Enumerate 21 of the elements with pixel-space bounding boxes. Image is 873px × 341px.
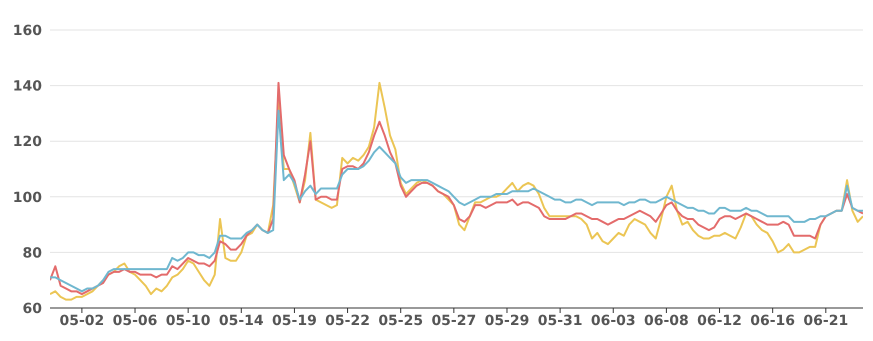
x-tick-label: 05-19	[272, 312, 317, 329]
y-tick-label: 140	[12, 78, 42, 95]
y-tick-label: 60	[22, 300, 42, 317]
x-tick-label: 05-22	[325, 312, 370, 329]
x-tick-label: 05-27	[431, 312, 476, 329]
x-tick-label: 05-29	[484, 312, 530, 329]
x-tick-label: 05-31	[538, 312, 583, 329]
y-tick-label: 120	[12, 134, 42, 150]
x-tick-label: 05-25	[378, 312, 424, 329]
x-tick-label: 06-03	[590, 312, 636, 329]
x-tick-label: 06-08	[644, 312, 689, 329]
y-tick-label: 100	[12, 190, 42, 206]
y-tick-label: 80	[22, 245, 42, 262]
x-tick-label: 06-12	[697, 312, 742, 329]
x-tick-label: 05-02	[59, 312, 104, 329]
x-tick-label: 05-10	[166, 312, 211, 329]
x-tick-label: 06-21	[803, 312, 848, 329]
x-tick-label: 05-14	[218, 312, 264, 329]
x-tick-label: 06-16	[750, 312, 796, 329]
y-tick-label: 160	[12, 22, 42, 39]
x-tick-label: 05-06	[112, 312, 158, 329]
